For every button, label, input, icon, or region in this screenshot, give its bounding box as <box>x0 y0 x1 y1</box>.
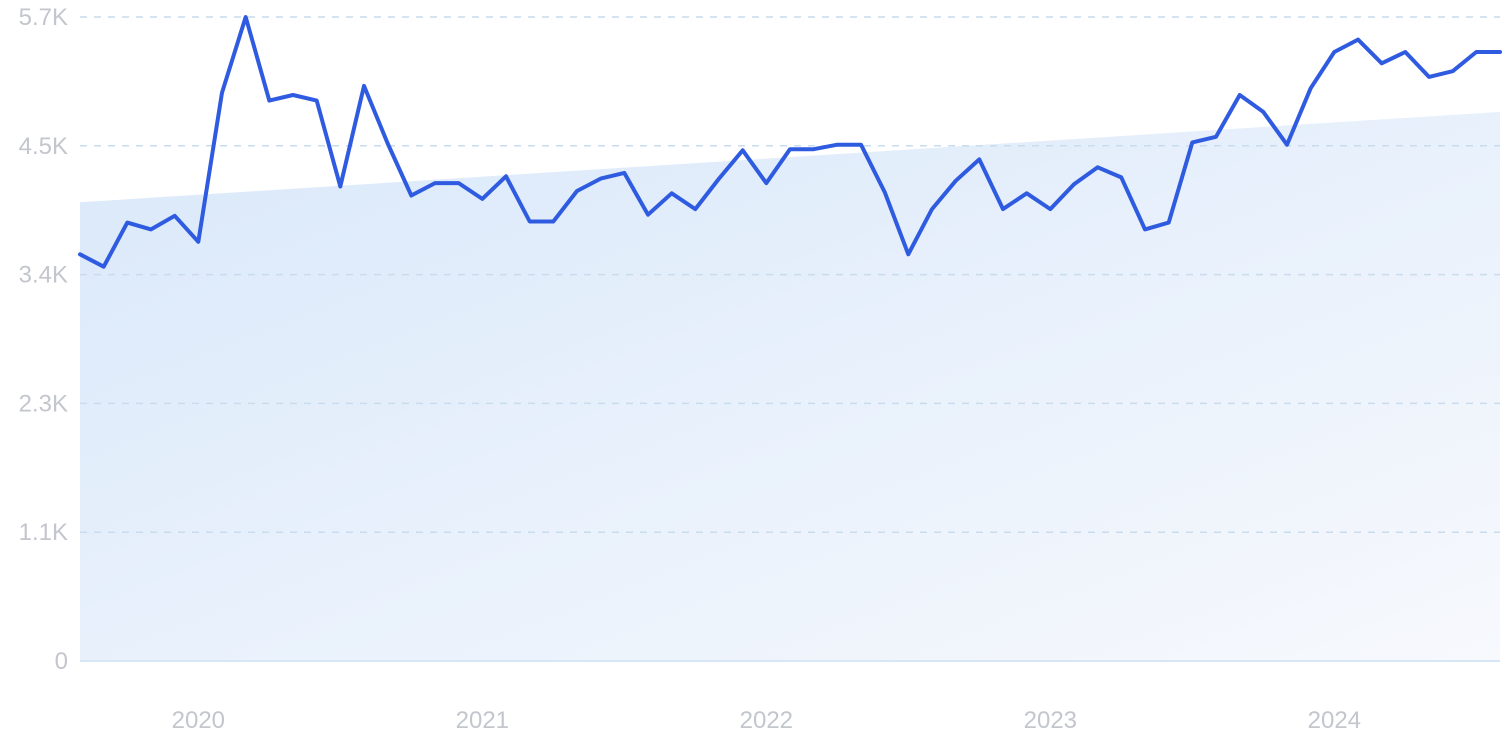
trend-area-layer <box>80 111 1500 661</box>
x-axis-tick-labels: 2020 2021 2022 2023 2024 <box>172 707 1361 734</box>
x-tick-label: 2024 <box>1308 707 1361 734</box>
trend-area <box>80 111 1500 661</box>
y-axis-tick-labels: 0 1.1K 2.3K 3.4K 4.5K 5.7K <box>19 4 68 675</box>
y-tick-label: 1.1K <box>19 519 68 546</box>
y-tick-label: 5.7K <box>19 4 68 31</box>
x-tick-label: 2021 <box>456 707 509 734</box>
series-line-layer <box>78 15 1502 269</box>
x-tick-label: 2020 <box>172 707 225 734</box>
series-line <box>78 15 1502 269</box>
y-tick-label: 2.3K <box>19 390 68 417</box>
x-tick-label: 2023 <box>1024 707 1077 734</box>
x-tick-label: 2022 <box>740 707 793 734</box>
grid-layer <box>80 16 1500 662</box>
y-tick-label: 3.4K <box>19 262 68 289</box>
y-tick-label: 4.5K <box>19 133 68 160</box>
y-tick-label: 0 <box>55 648 68 675</box>
